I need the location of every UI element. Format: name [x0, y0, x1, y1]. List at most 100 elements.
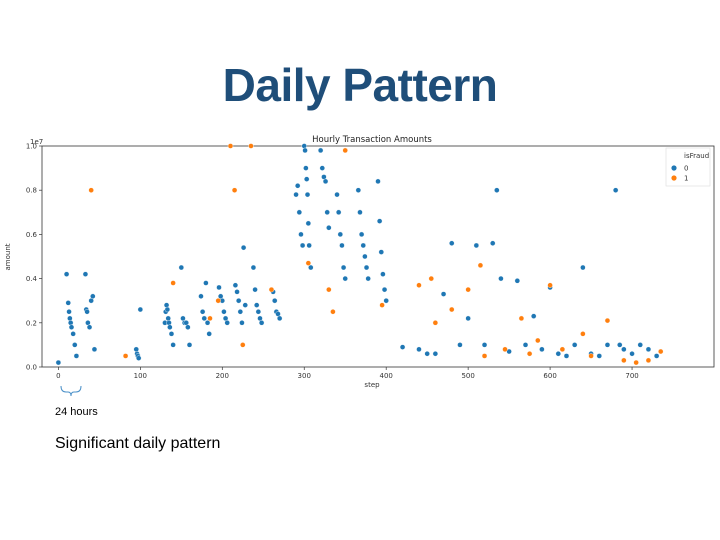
point-isfraud-1 [526, 351, 533, 357]
y-tick-label: 0.4 [26, 275, 38, 283]
brace-24-hours [60, 385, 82, 397]
point-isfraud-1 [432, 320, 439, 326]
x-tick-label: 500 [461, 372, 474, 380]
point-isfraud-1 [248, 143, 254, 149]
point-isfraud-0 [612, 187, 619, 193]
point-isfraud-0 [580, 264, 586, 271]
point-isfraud-0 [322, 178, 329, 185]
point-isfraud-0 [136, 355, 142, 361]
point-isfraud-0 [86, 324, 93, 330]
point-isfraud-0 [424, 351, 430, 357]
point-isfraud-0 [432, 351, 439, 357]
point-isfraud-0 [629, 351, 635, 357]
point-isfraud-0 [185, 324, 191, 330]
y-scale-label: 1e7 [30, 138, 43, 146]
legend-label-1: 1 [684, 175, 688, 183]
point-isfraud-0 [258, 320, 265, 326]
point-isfraud-1 [268, 286, 275, 293]
point-isfraud-0 [239, 320, 245, 326]
point-isfraud-0 [301, 143, 307, 149]
point-isfraud-0 [302, 147, 308, 154]
point-isfraud-1 [481, 353, 488, 359]
point-isfraud-0 [163, 302, 170, 308]
point-isfraud-0 [164, 306, 171, 313]
point-isfraud-0 [133, 346, 139, 353]
brace-label: 24 hours [55, 406, 98, 418]
point-isfraud-0 [63, 271, 70, 277]
point-isfraud-1 [604, 317, 611, 324]
y-tick-label: 0.2 [26, 319, 37, 327]
point-isfraud-0 [308, 264, 314, 271]
point-isfraud-0 [303, 165, 309, 171]
point-isfraud-0 [617, 342, 623, 348]
legend-label-0: 0 [684, 165, 688, 173]
point-isfraud-0 [166, 320, 172, 326]
x-tick-label: 100 [134, 372, 147, 380]
point-isfraud-0 [90, 293, 96, 299]
point-isfraud-0 [339, 242, 345, 249]
point-isfraud-0 [167, 324, 173, 330]
point-isfraud-0 [198, 293, 204, 299]
point-isfraud-0 [357, 209, 363, 216]
point-isfraud-0 [66, 309, 72, 315]
point-isfraud-0 [67, 315, 73, 322]
point-isfraud-0 [334, 191, 340, 198]
point-isfraud-1 [428, 275, 434, 282]
y-tick-label: 0.0 [26, 364, 37, 372]
x-tick-label: 400 [380, 372, 393, 380]
point-isfraud-0 [276, 315, 283, 322]
point-isfraud-0 [68, 324, 75, 330]
point-isfraud-1 [231, 187, 238, 193]
point-isfraud-0 [514, 278, 521, 284]
point-isfraud-1 [215, 297, 221, 304]
point-isfraud-0 [296, 209, 303, 216]
point-isfraud-1 [227, 143, 234, 149]
axis-ticks: 0 100 200 300 400 500 600 700 0.0 0.2 0.4 0.6 0.8 1.0 [26, 143, 639, 381]
point-isfraud-0 [165, 315, 171, 322]
point-isfraud-1 [547, 282, 553, 288]
point-isfraud-0 [55, 359, 62, 366]
point-isfraud-0 [563, 353, 570, 359]
point-isfraud-0 [555, 351, 561, 357]
point-isfraud-1 [342, 147, 348, 154]
point-isfraud-0 [380, 271, 386, 277]
point-isfraud-0 [70, 331, 76, 337]
point-isfraud-1 [207, 315, 213, 322]
point-isfraud-0 [337, 231, 344, 238]
slide-title: Daily Pattern [222, 59, 498, 111]
point-isfraud-0 [653, 353, 660, 359]
point-isfraud-1 [580, 331, 586, 337]
plot-frame [41, 145, 715, 368]
point-isfraud-0 [465, 315, 471, 322]
point-isfraud-0 [360, 242, 366, 249]
point-isfraud-0 [506, 348, 512, 355]
point-isfraud-0 [490, 240, 496, 246]
point-isfraud-0 [362, 253, 368, 260]
point-isfraud-0 [203, 280, 209, 286]
point-isfraud-0 [252, 286, 258, 293]
point-isfraud-0 [319, 165, 325, 171]
legend: isFraud 0 1 [665, 147, 711, 187]
point-isfraud-1 [240, 342, 246, 348]
point-isfraud-0 [201, 315, 207, 322]
point-isfraud-0 [234, 289, 240, 295]
point-isfraud-0 [304, 176, 310, 182]
point-isfraud-0 [645, 346, 652, 353]
point-isfraud-0 [522, 342, 529, 348]
point-isfraud-1 [535, 337, 541, 344]
scatter-points [55, 143, 664, 366]
scatter-chart: Hourly Transaction Amounts 1e7 0 100 200 30… [4, 135, 715, 397]
point-isfraud-0 [378, 249, 384, 255]
point-isfraud-0 [621, 346, 627, 353]
point-isfraud-0 [604, 342, 611, 348]
x-tick-label: 200 [216, 372, 229, 380]
y-tick-label: 0.6 [26, 231, 38, 239]
point-isfraud-1 [621, 357, 627, 364]
point-isfraud-0 [178, 264, 185, 271]
point-isfraud-0 [216, 284, 222, 291]
point-isfraud-0 [324, 209, 330, 216]
x-tick-label: 0 [56, 372, 60, 380]
point-isfraud-0 [254, 302, 260, 308]
point-isfraud-0 [91, 346, 98, 353]
point-isfraud-0 [255, 309, 262, 315]
